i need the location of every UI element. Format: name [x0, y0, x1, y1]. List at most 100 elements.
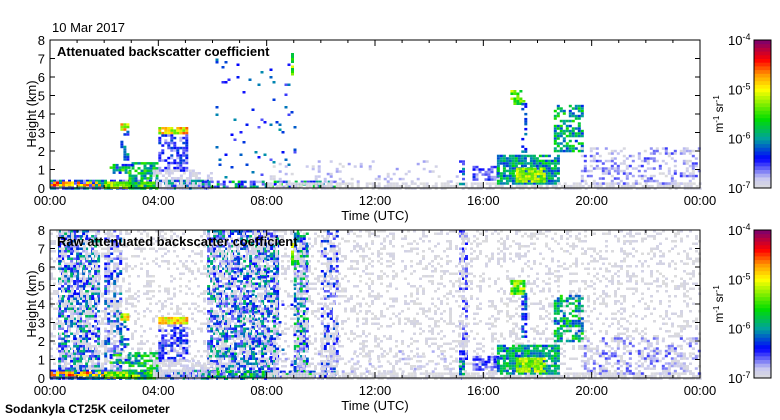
backscatter-cell: [228, 272, 232, 275]
backscatter-cell: [323, 187, 327, 190]
backscatter-cell: [89, 280, 92, 283]
backscatter-cell: [323, 302, 327, 305]
backscatter-cell: [50, 332, 53, 335]
backscatter-cell: [264, 280, 268, 283]
backscatter-cell: [344, 182, 348, 185]
backscatter-cell: [152, 290, 155, 293]
backscatter-cell: [434, 184, 438, 188]
backscatter-cell: [234, 347, 238, 350]
backscatter-cell: [94, 365, 98, 368]
backscatter-cell: [85, 325, 89, 328]
backscatter-cell: [140, 325, 143, 328]
colorbar-swatch: [754, 173, 771, 178]
backscatter-cell: [246, 360, 250, 363]
backscatter-cell: [188, 184, 192, 187]
backscatter-cell: [511, 179, 515, 183]
backscatter-cell: [302, 290, 306, 293]
backscatter-cell: [679, 152, 683, 155]
backscatter-cell: [249, 362, 253, 365]
backscatter-cell: [76, 360, 80, 363]
backscatter-cell: [320, 312, 324, 315]
backscatter-cell: [126, 158, 130, 161]
backscatter-cell: [243, 277, 247, 280]
backscatter-cell: [94, 230, 98, 233]
backscatter-cell: [221, 66, 225, 69]
backscatter-cell: [276, 267, 280, 270]
backscatter-cell: [335, 252, 339, 255]
backscatter-cell: [431, 170, 435, 173]
backscatter-cell: [79, 337, 83, 340]
backscatter-cell: [237, 362, 241, 365]
backscatter-cell: [97, 362, 101, 365]
backscatter-cell: [465, 307, 468, 310]
backscatter-cell: [104, 342, 108, 345]
backscatter-cell: [240, 235, 244, 238]
backscatter-cell: [670, 179, 674, 183]
backscatter-cell: [616, 172, 620, 175]
backscatter-cell: [158, 166, 162, 170]
backscatter-cell: [287, 113, 291, 116]
backscatter-cell: [119, 287, 122, 290]
backscatter-cell: [512, 187, 516, 190]
backscatter-cell: [219, 350, 223, 353]
backscatter-cell: [692, 182, 696, 185]
backscatter-cell: [146, 181, 150, 184]
backscatter-cell: [59, 320, 62, 323]
backscatter-cell: [629, 184, 633, 188]
backscatter-cell: [634, 182, 638, 185]
backscatter-cell: [293, 126, 297, 129]
backscatter-cell: [513, 97, 517, 100]
backscatter-cell: [50, 297, 53, 300]
backscatter-cell: [293, 187, 297, 190]
backscatter-cell: [282, 185, 286, 189]
backscatter-cell: [332, 285, 336, 288]
backscatter-cell: [649, 157, 653, 160]
backscatter-cell: [86, 312, 89, 315]
backscatter-cell: [649, 179, 653, 183]
colorbar-tick-base: 10: [728, 82, 742, 97]
backscatter-cell: [261, 237, 265, 240]
backscatter-cell: [94, 280, 98, 283]
backscatter-cell: [472, 175, 476, 179]
backscatter-cell: [185, 131, 189, 135]
backscatter-cell: [608, 182, 612, 185]
backscatter-cell: [97, 282, 101, 285]
backscatter-cell: [91, 297, 95, 300]
backscatter-cell: [291, 65, 294, 68]
backscatter-cell: [240, 362, 244, 365]
backscatter-cell: [287, 187, 291, 190]
backscatter-cell: [146, 162, 150, 165]
backscatter-cell: [329, 182, 333, 185]
y-tick-label: 3: [38, 126, 45, 141]
backscatter-cell: [462, 267, 465, 270]
backscatter-cell: [161, 151, 165, 155]
backscatter-cell: [97, 337, 101, 340]
colorbar-swatch: [754, 80, 771, 85]
backscatter-cell: [137, 245, 140, 248]
backscatter-cell: [85, 247, 89, 250]
backscatter-cell: [249, 300, 253, 303]
backscatter-cell: [213, 250, 217, 253]
backscatter-cell: [278, 182, 282, 185]
backscatter-cell: [231, 320, 235, 323]
backscatter-cell: [176, 161, 180, 165]
backscatter-cell: [673, 149, 677, 153]
backscatter-cell: [273, 275, 277, 278]
backscatter-cell: [53, 250, 56, 253]
backscatter-cell: [270, 335, 274, 338]
backscatter-cell: [625, 157, 629, 160]
backscatter-cell: [140, 342, 143, 345]
backscatter-cell: [273, 260, 277, 263]
backscatter-cell: [688, 174, 692, 178]
backscatter-cell: [431, 184, 435, 188]
backscatter-cell: [565, 134, 569, 138]
backscatter-cell: [305, 182, 309, 185]
backscatter-cell: [541, 159, 545, 163]
backscatter-cell: [607, 172, 611, 175]
backscatter-cell: [224, 176, 228, 179]
backscatter-cell: [158, 139, 162, 142]
backscatter-cell: [589, 147, 593, 150]
backscatter-cell: [113, 310, 116, 313]
backscatter-cell: [270, 300, 274, 303]
backscatter-cell: [79, 317, 83, 320]
